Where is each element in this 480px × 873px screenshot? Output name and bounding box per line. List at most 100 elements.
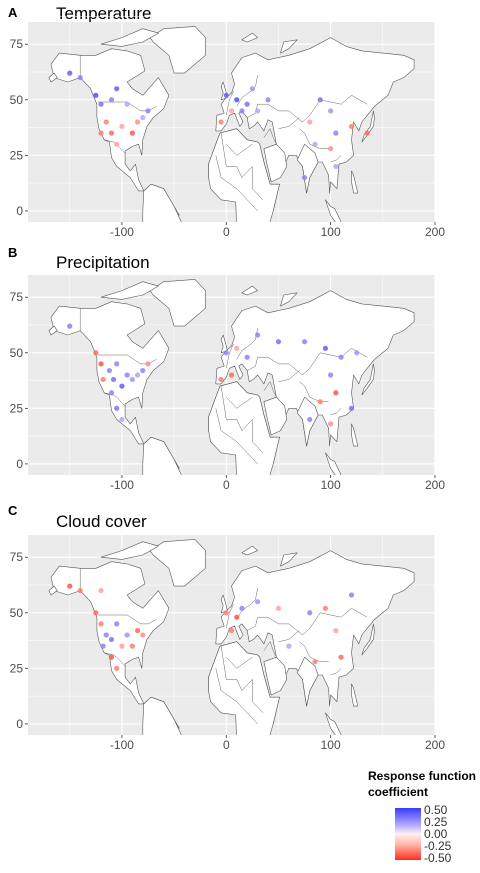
country-border: [299, 128, 329, 149]
data-point: [108, 654, 115, 660]
data-point: [114, 141, 120, 147]
data-point: [93, 92, 99, 98]
land-arcticIsl: [100, 28, 159, 47]
land-novaya: [280, 292, 298, 307]
data-point: [234, 97, 240, 103]
land-japan: [361, 363, 375, 396]
data-point: [129, 643, 135, 649]
data-point: [67, 323, 73, 329]
y-tick-label: 25: [10, 661, 24, 675]
data-point: [338, 354, 344, 360]
legend-label-0: 0.50: [424, 803, 448, 817]
country-border: [263, 128, 277, 145]
land-japan: [361, 623, 375, 656]
map-panel-cloud-cover: 75 50 25 0 -100 0 100 200: [10, 529, 445, 752]
country-border: [226, 657, 253, 669]
data-point: [312, 141, 318, 147]
x-tick-label: -100: [110, 225, 134, 239]
country-border: [278, 117, 300, 129]
data-point: [223, 350, 229, 356]
country-border: [278, 630, 300, 642]
data-point: [307, 610, 313, 616]
y-tick-label: 50: [10, 93, 24, 107]
data-point: [301, 174, 308, 181]
country-border: [226, 603, 234, 629]
land-eurasia: [215, 290, 415, 447]
data-point: [67, 70, 73, 76]
data-point: [114, 621, 120, 627]
data-point: [354, 350, 360, 356]
country-border: [226, 397, 253, 409]
landmass-outlines: [48, 539, 415, 735]
x-tick-label: -100: [110, 738, 134, 752]
data-point: [98, 621, 104, 627]
x-tick-label: 200: [425, 738, 445, 752]
data-point: [108, 636, 115, 643]
data-point: [103, 119, 109, 125]
land-greenland: [149, 26, 206, 74]
data-point: [322, 345, 329, 351]
data-point: [140, 114, 146, 121]
data-point: [134, 372, 141, 378]
legend-title-line2: coefficient: [368, 785, 429, 799]
data-point: [108, 97, 115, 103]
data-point: [114, 361, 120, 367]
land-india: [296, 656, 319, 707]
data-point: [93, 610, 99, 616]
legend-label-1: 0.25: [424, 815, 448, 829]
x-tick-label: 100: [321, 478, 341, 492]
legend-label-3: -0.25: [424, 839, 452, 853]
land-eurasia: [215, 37, 415, 194]
land-phil: [351, 683, 359, 707]
data-point: [134, 627, 141, 634]
country-border: [97, 101, 157, 112]
data-point: [218, 119, 224, 125]
data-point: [228, 108, 235, 114]
country-border: [263, 641, 277, 658]
land-alaskaIsl: [48, 585, 58, 596]
data-point: [100, 643, 106, 649]
data-point: [275, 339, 282, 345]
x-tick-label: 200: [425, 225, 445, 239]
data-point: [223, 610, 229, 616]
data-point: [145, 361, 151, 367]
panel-letter-b: B: [8, 245, 18, 260]
data-point: [338, 654, 344, 660]
y-tick-label: 75: [10, 37, 24, 51]
data-point: [234, 345, 240, 351]
data-point: [348, 405, 355, 411]
map-panel-temperature: 75 50 25 0 -100 0 100 200: [10, 16, 445, 239]
data-point: [333, 390, 339, 396]
data-point: [93, 350, 99, 356]
land-india: [296, 143, 319, 194]
data-point: [103, 632, 109, 638]
country-border: [97, 614, 157, 625]
data-point: [134, 119, 141, 125]
panel-title-precipitation: Precipitation: [56, 253, 150, 272]
data-point: [328, 372, 334, 378]
land-novaya: [280, 39, 298, 54]
data-point: [119, 643, 125, 649]
data-point: [301, 339, 308, 345]
land-arabia: [263, 143, 288, 183]
legend-colorbar: [395, 808, 421, 860]
data-point: [114, 86, 120, 92]
land-svalbard: [241, 32, 258, 43]
land-arcticIsl: [100, 281, 159, 300]
land-northAmerica: [50, 561, 170, 705]
land-sea: [325, 199, 342, 222]
country-border: [104, 392, 126, 407]
land-arcticIsl: [100, 541, 159, 560]
x-tick-label: 100: [321, 738, 341, 752]
data-point: [286, 643, 292, 649]
land-arabia: [263, 656, 288, 696]
country-border: [104, 652, 126, 667]
legend-label-2: 0.00: [424, 827, 448, 841]
land-india: [296, 396, 319, 447]
country-border: [330, 408, 342, 416]
data-point: [140, 367, 146, 374]
data-point: [234, 614, 240, 620]
data-point: [77, 587, 83, 594]
data-point: [328, 108, 334, 114]
country-border: [247, 95, 368, 123]
